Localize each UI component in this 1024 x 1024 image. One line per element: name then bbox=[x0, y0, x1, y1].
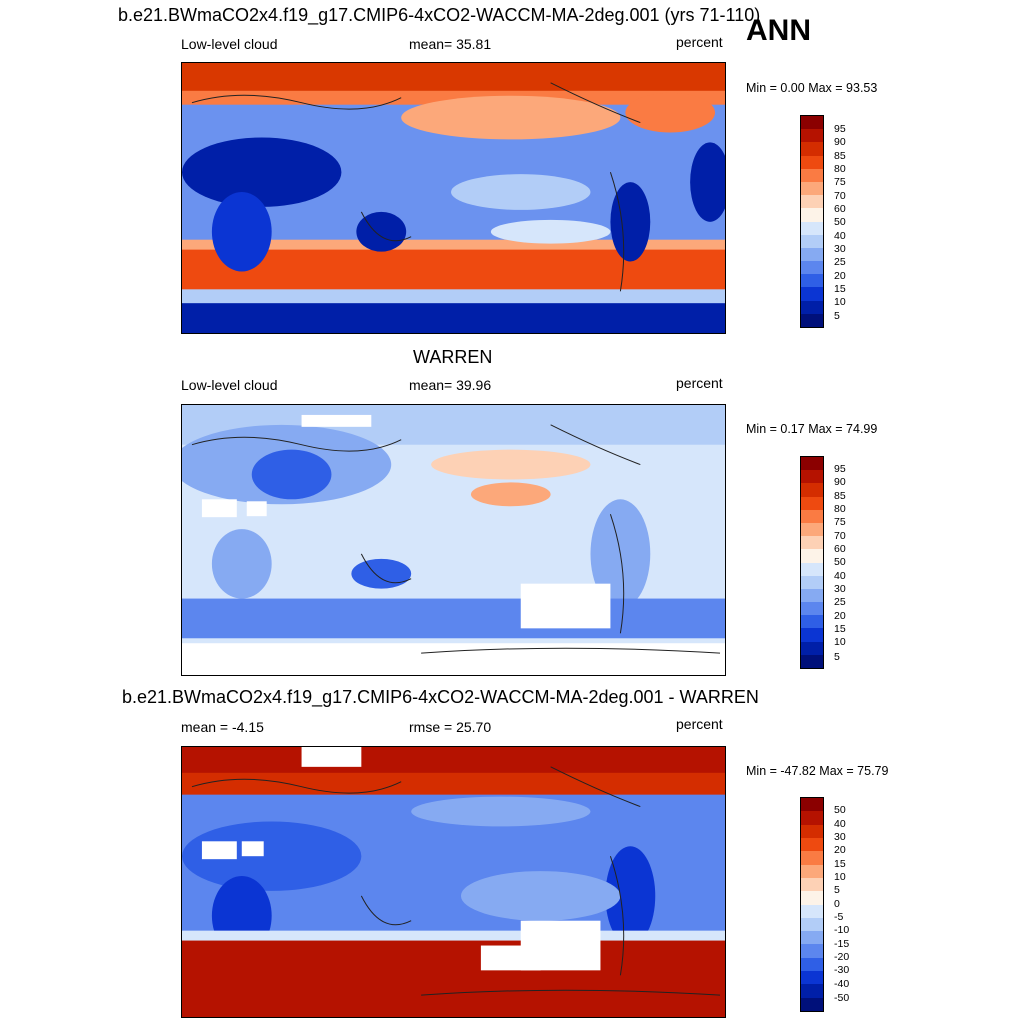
panel1-minmax: Min = 0.00 Max = 93.53 bbox=[746, 81, 878, 95]
panel3-map bbox=[181, 746, 726, 1018]
panel1-tick: 50 bbox=[834, 216, 846, 228]
panel3-tick: 10 bbox=[834, 871, 846, 883]
panel2-tick: 10 bbox=[834, 636, 846, 648]
panel1-tick: 40 bbox=[834, 230, 846, 242]
panel1-tick: 30 bbox=[834, 243, 846, 255]
panel3-tick: 20 bbox=[834, 844, 846, 856]
panel1-tick: 15 bbox=[834, 283, 846, 295]
panel3-title: b.e21.BWmaCO2x4.f19_g17.CMIP6-4xCO2-WACC… bbox=[122, 687, 759, 707]
panel3-tick: -50 bbox=[834, 992, 850, 1004]
panel2-minmax: Min = 0.17 Max = 74.99 bbox=[746, 422, 878, 436]
panel3-tick: 0 bbox=[834, 898, 840, 910]
panel3-tick: -30 bbox=[834, 964, 850, 976]
panel1-tick: 80 bbox=[834, 163, 846, 175]
panel2-tick: 30 bbox=[834, 583, 846, 595]
panel1-title: b.e21.BWmaCO2x4.f19_g17.CMIP6-4xCO2-WACC… bbox=[118, 5, 761, 25]
panel3-tick: 30 bbox=[834, 831, 846, 843]
panel2-tick: 70 bbox=[834, 530, 846, 542]
panel3-tick: 50 bbox=[834, 804, 846, 816]
panel2-tick: 85 bbox=[834, 490, 846, 502]
panel3-mean-label: mean = -4.15 bbox=[181, 719, 264, 735]
panel3-tick: -40 bbox=[834, 978, 850, 990]
panel1-tick: 75 bbox=[834, 176, 846, 188]
panel2-tick: 60 bbox=[834, 543, 846, 555]
panel3-minmax: Min = -47.82 Max = 75.79 bbox=[746, 764, 889, 778]
panel1-tick: 85 bbox=[834, 150, 846, 162]
panel1-tick: 70 bbox=[834, 190, 846, 202]
panel2-tick: 20 bbox=[834, 610, 846, 622]
panel1-mean-label: mean= 35.81 bbox=[409, 36, 492, 52]
panel2-tick: 50 bbox=[834, 556, 846, 568]
panel2-units-label: percent bbox=[676, 375, 723, 391]
panel3-tick: 15 bbox=[834, 858, 846, 870]
panel2-map-field bbox=[182, 405, 725, 675]
panel3-colorbar bbox=[800, 797, 824, 1012]
panel1-map-field bbox=[182, 63, 725, 333]
panel2-tick: 5 bbox=[834, 651, 840, 663]
panel1-colorbar bbox=[800, 115, 824, 328]
panel1-tick: 10 bbox=[834, 296, 846, 308]
panel1-map bbox=[181, 62, 726, 334]
panel3-tick: -15 bbox=[834, 938, 850, 950]
panel2-tick: 75 bbox=[834, 516, 846, 528]
panel2-tick: 95 bbox=[834, 463, 846, 475]
panel1-left-label: Low-level cloud bbox=[181, 36, 278, 52]
panel2-tick: 15 bbox=[834, 623, 846, 635]
panel1-tick: 95 bbox=[834, 123, 846, 135]
panel3-map-field bbox=[182, 747, 725, 1017]
panel3-tick: 5 bbox=[834, 884, 840, 896]
panel2-title: WARREN bbox=[413, 347, 493, 367]
panel2-mean-label: mean= 39.96 bbox=[409, 377, 492, 393]
panel3-rmse-label: rmse = 25.70 bbox=[409, 719, 492, 735]
panel2-map bbox=[181, 404, 726, 676]
panel1-tick: 5 bbox=[834, 310, 840, 322]
panel3-tick: 40 bbox=[834, 818, 846, 830]
panel2-tick: 40 bbox=[834, 570, 846, 582]
panel2-tick: 80 bbox=[834, 503, 846, 515]
panel2-left-label: Low-level cloud bbox=[181, 377, 278, 393]
season-label: ANN bbox=[746, 14, 811, 47]
panel2-colorbar bbox=[800, 456, 824, 669]
panel1-tick: 20 bbox=[834, 270, 846, 282]
panel3-tick: -20 bbox=[834, 951, 850, 963]
panel3-tick: -5 bbox=[834, 911, 844, 923]
panel1-tick: 90 bbox=[834, 136, 846, 148]
panel2-tick: 25 bbox=[834, 596, 846, 608]
panel1-units-label: percent bbox=[676, 34, 723, 50]
panel1-tick: 60 bbox=[834, 203, 846, 215]
panel2-tick: 90 bbox=[834, 476, 846, 488]
panel1-tick: 25 bbox=[834, 256, 846, 268]
panel3-tick: -10 bbox=[834, 924, 850, 936]
panel3-units-label: percent bbox=[676, 716, 723, 732]
